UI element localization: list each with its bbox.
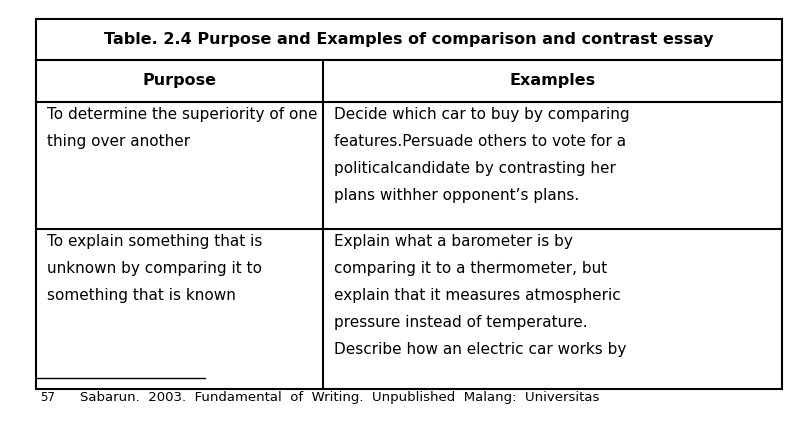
Text: To determine the superiority of one
thing over another: To determine the superiority of one thin… <box>47 107 317 149</box>
Text: To explain something that is
unknown by comparing it to
something that is known: To explain something that is unknown by … <box>47 234 262 303</box>
Text: Table. 2.4 Purpose and Examples of comparison and contrast essay: Table. 2.4 Purpose and Examples of compa… <box>104 32 714 48</box>
Text: Sabarun.  2003.  Fundamental  of  Writing.  Unpublished  Malang:  Universitas: Sabarun. 2003. Fundamental of Writing. U… <box>80 391 600 404</box>
Text: Explain what a barometer is by
comparing it to a thermometer, but
explain that i: Explain what a barometer is by comparing… <box>334 234 626 357</box>
Text: Examples: Examples <box>509 73 596 89</box>
Text: Decide which car to buy by comparing
features.Persuade others to vote for a
poli: Decide which car to buy by comparing fea… <box>334 107 630 203</box>
Text: 57: 57 <box>40 391 55 404</box>
Text: Purpose: Purpose <box>143 73 217 89</box>
